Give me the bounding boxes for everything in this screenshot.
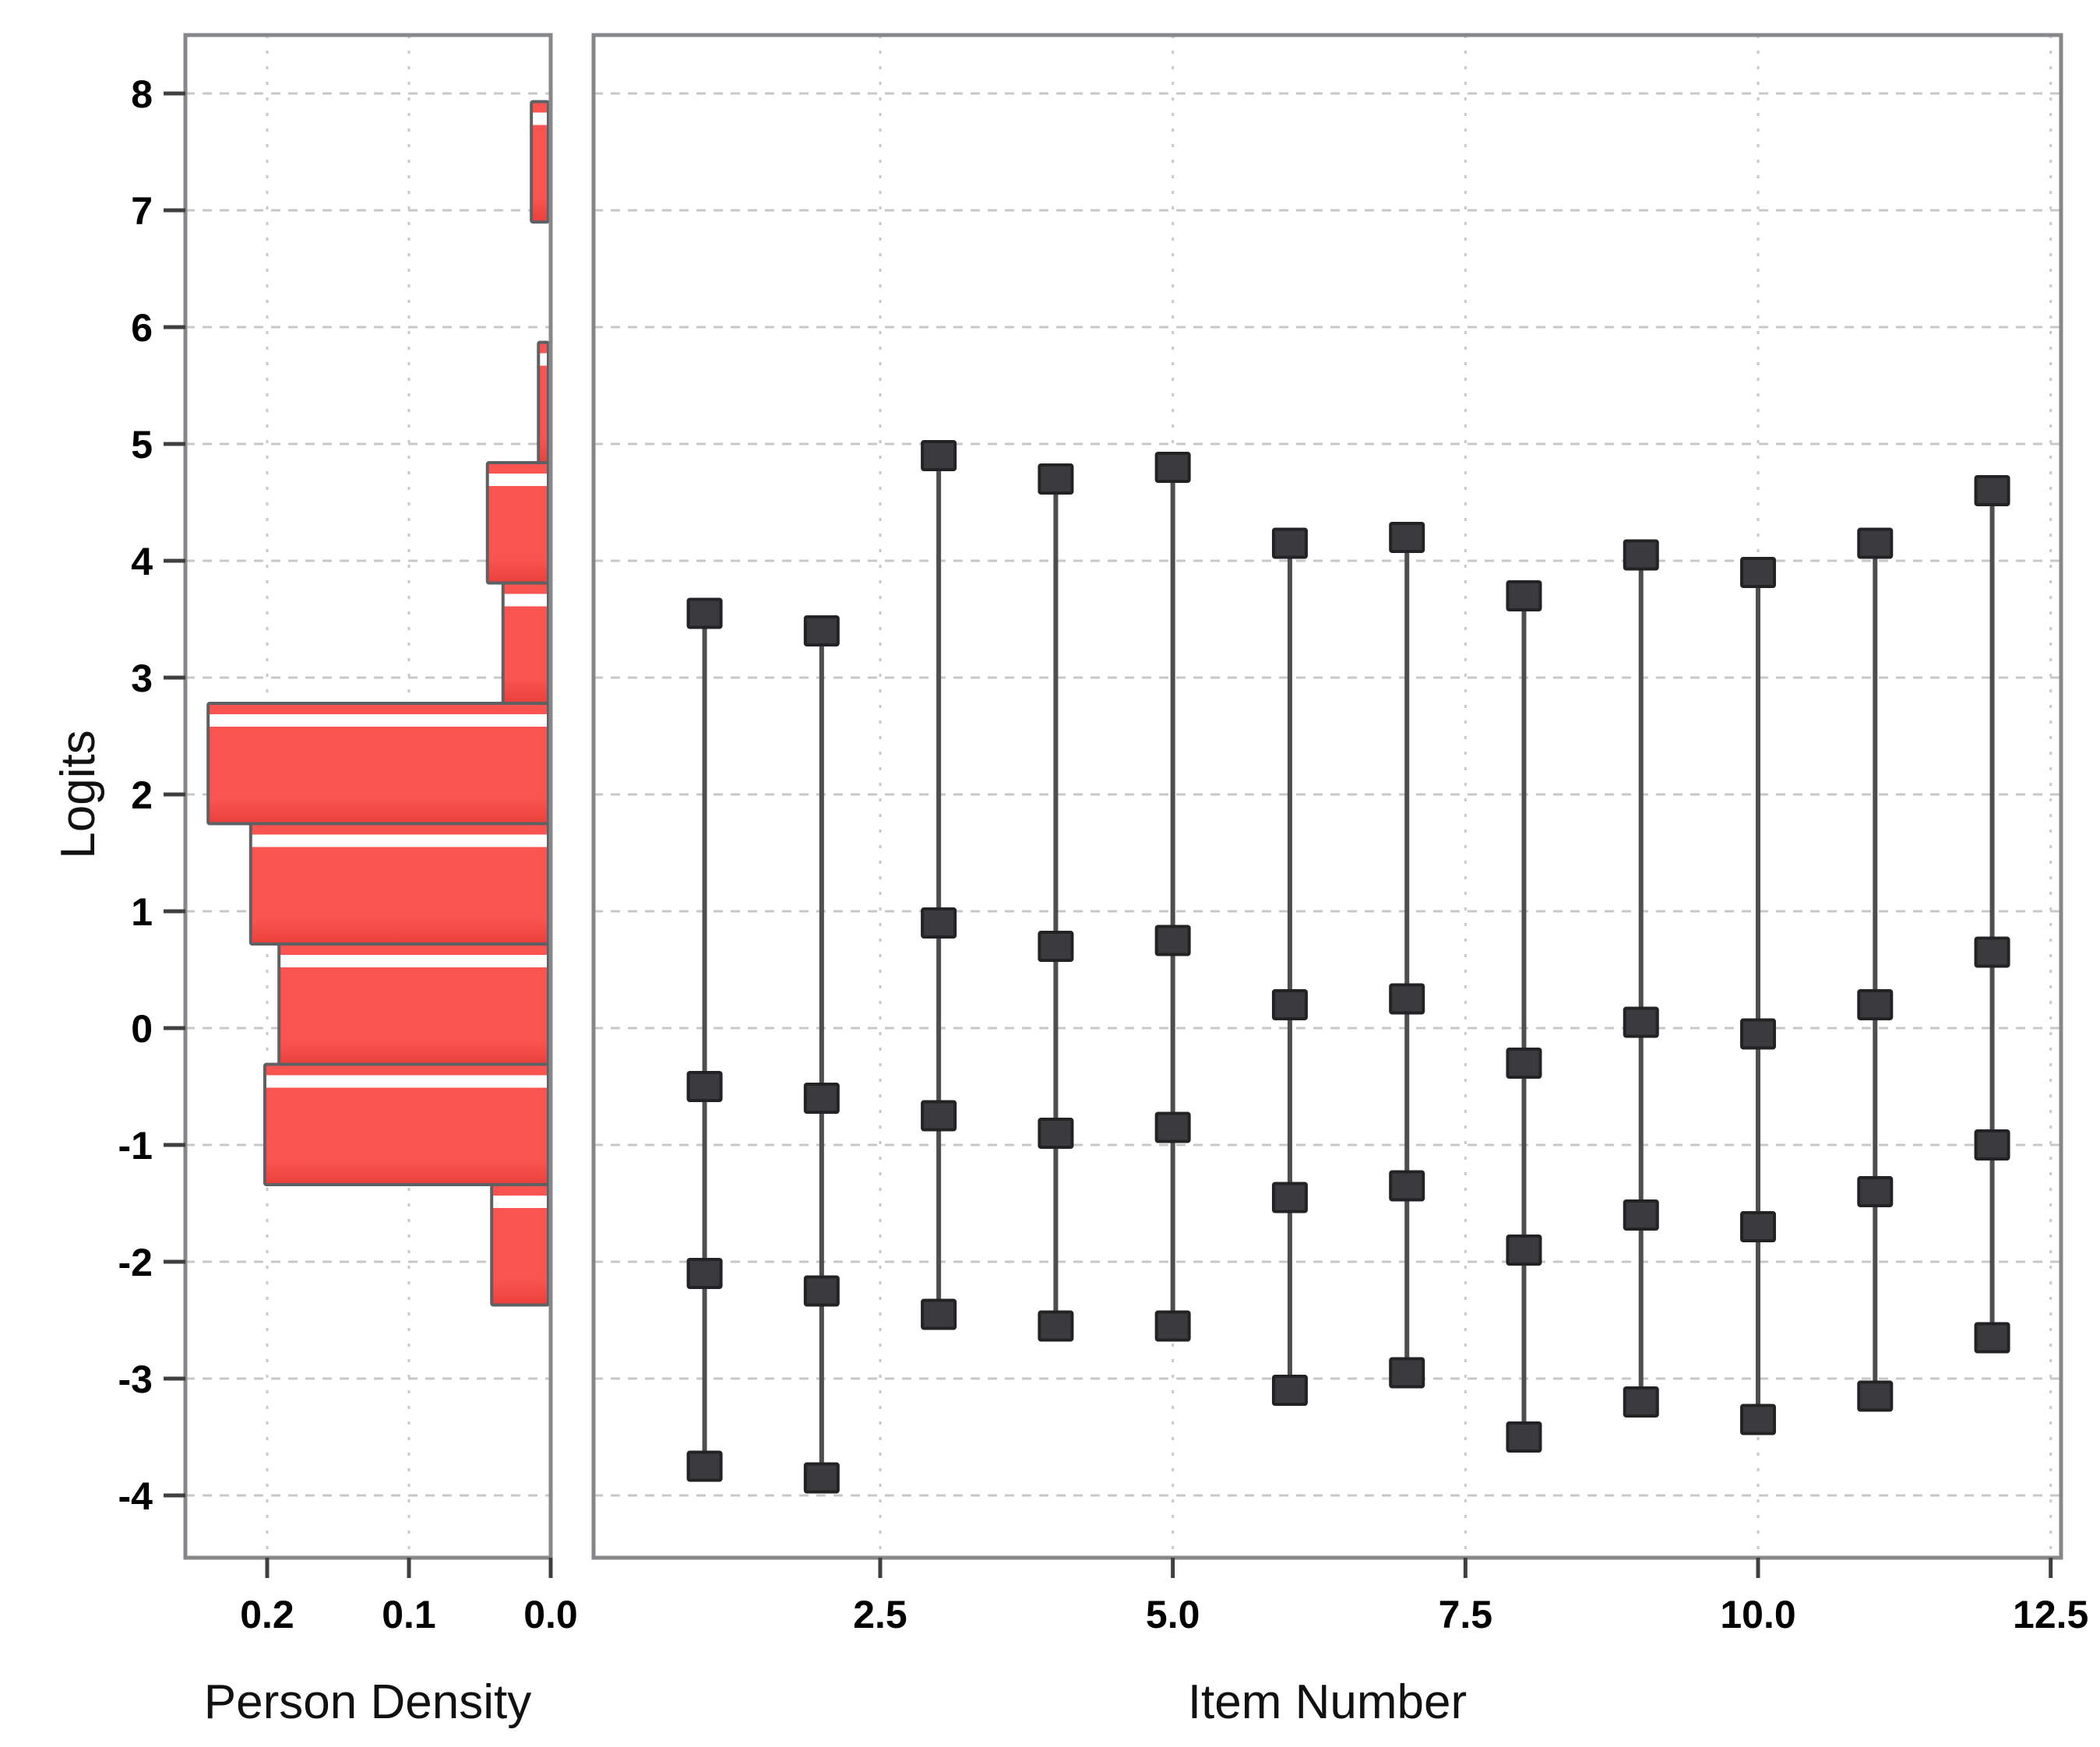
y-tick-label: -2 bbox=[118, 1241, 153, 1284]
item-2-threshold-marker-4 bbox=[803, 1462, 840, 1494]
item-7-threshold-marker-4 bbox=[1389, 1357, 1425, 1389]
y-tick-label: 7 bbox=[131, 189, 153, 233]
person-density-bar bbox=[530, 100, 550, 224]
item-3-threshold-marker-2 bbox=[921, 907, 957, 939]
item-9-threshold-marker-4 bbox=[1623, 1386, 1659, 1418]
y-tick-label: 2 bbox=[131, 773, 153, 817]
item-9-threshold-marker-3 bbox=[1623, 1199, 1659, 1231]
item-10-threshold-marker-4 bbox=[1740, 1404, 1777, 1435]
person-density-bar bbox=[485, 461, 550, 585]
item-4-threshold-marker-1 bbox=[1038, 463, 1074, 495]
item-12-threshold-marker-3 bbox=[1974, 1129, 2010, 1161]
item-1-threshold-marker-1 bbox=[686, 597, 723, 629]
y-tick-label: 4 bbox=[131, 540, 153, 583]
item-10-threshold-marker-3 bbox=[1740, 1211, 1777, 1242]
y-tick-label: 8 bbox=[131, 72, 153, 116]
item-12-threshold-marker-4 bbox=[1974, 1322, 2010, 1354]
person-density-bar bbox=[206, 702, 550, 826]
y-tick-label: 1 bbox=[131, 890, 153, 934]
item-5-threshold-marker-4 bbox=[1154, 1310, 1191, 1342]
item-8-threshold-marker-1 bbox=[1506, 580, 1542, 611]
item-10-threshold-marker-2 bbox=[1740, 1018, 1777, 1050]
item-x-tick-label: 12.5 bbox=[2013, 1593, 2088, 1636]
item-9-threshold-marker-1 bbox=[1623, 539, 1659, 571]
item-2-threshold-marker-2 bbox=[803, 1083, 840, 1114]
y-tick-label: -1 bbox=[118, 1124, 153, 1168]
item-4-threshold-marker-2 bbox=[1038, 931, 1074, 962]
item-7-threshold-marker-1 bbox=[1389, 522, 1425, 553]
y-tick-label: -3 bbox=[118, 1358, 153, 1401]
item-8-threshold-marker-4 bbox=[1506, 1421, 1542, 1453]
hist-x-axis-title: Person Density bbox=[203, 1675, 532, 1729]
item-11-threshold-marker-3 bbox=[1857, 1176, 1894, 1207]
item-6-threshold-marker-4 bbox=[1271, 1375, 1308, 1406]
y-tick-label: 5 bbox=[131, 423, 153, 467]
item-9-threshold-marker-2 bbox=[1623, 1006, 1659, 1038]
y-tick-label: 6 bbox=[131, 306, 153, 350]
item-6-threshold-marker-3 bbox=[1271, 1182, 1308, 1213]
item-6-threshold-marker-1 bbox=[1271, 527, 1308, 559]
item-11-threshold-marker-4 bbox=[1857, 1380, 1894, 1412]
item-3-threshold-marker-3 bbox=[921, 1100, 957, 1132]
item-6-threshold-marker-2 bbox=[1271, 989, 1308, 1020]
item-12-threshold-marker-2 bbox=[1974, 936, 2010, 968]
item-1-threshold-marker-4 bbox=[686, 1450, 723, 1482]
hist-x-tick-label: 0.2 bbox=[240, 1593, 294, 1636]
person-density-bar bbox=[537, 340, 551, 464]
item-x-tick-label: 2.5 bbox=[853, 1593, 907, 1636]
item-x-tick-label: 5.0 bbox=[1146, 1593, 1200, 1636]
item-8-threshold-marker-3 bbox=[1506, 1235, 1542, 1266]
item-3-threshold-marker-4 bbox=[921, 1298, 957, 1330]
item-2-threshold-marker-3 bbox=[803, 1275, 840, 1307]
item-3-threshold-marker-1 bbox=[921, 440, 957, 471]
item-10-threshold-marker-1 bbox=[1740, 557, 1777, 588]
item-5-threshold-marker-1 bbox=[1154, 452, 1191, 483]
item-x-axis-title: Item Number bbox=[1187, 1675, 1468, 1729]
person-density-bar bbox=[490, 1183, 551, 1307]
item-1-threshold-marker-3 bbox=[686, 1258, 723, 1289]
item-7-threshold-marker-2 bbox=[1389, 983, 1425, 1015]
y-tick-label: 3 bbox=[131, 657, 153, 700]
item-8-threshold-marker-2 bbox=[1506, 1048, 1542, 1079]
hist-x-tick-label: 0.1 bbox=[382, 1593, 436, 1636]
item-7-threshold-marker-3 bbox=[1389, 1170, 1425, 1202]
y-axis-title: Logits bbox=[51, 730, 106, 859]
item-2-threshold-marker-1 bbox=[803, 615, 840, 646]
y-tick-label: 0 bbox=[131, 1007, 153, 1051]
item-4-threshold-marker-3 bbox=[1038, 1118, 1074, 1149]
item-4-threshold-marker-4 bbox=[1038, 1310, 1074, 1342]
item-x-tick-label: 7.5 bbox=[1439, 1593, 1493, 1636]
person-density-bar bbox=[501, 581, 551, 705]
y-tick-label: -4 bbox=[118, 1474, 153, 1518]
item-panel-border bbox=[591, 33, 2063, 1560]
person-density-bar bbox=[277, 942, 550, 1066]
item-12-threshold-marker-1 bbox=[1974, 475, 2010, 506]
item-5-threshold-marker-2 bbox=[1154, 925, 1191, 956]
item-x-tick-label: 10.0 bbox=[1720, 1593, 1795, 1636]
hist-x-tick-label: 0.0 bbox=[523, 1593, 578, 1636]
item-11-threshold-marker-2 bbox=[1857, 989, 1894, 1020]
item-5-threshold-marker-3 bbox=[1154, 1111, 1191, 1143]
person-density-bar bbox=[263, 1062, 550, 1186]
item-1-threshold-marker-2 bbox=[686, 1071, 723, 1102]
item-11-threshold-marker-1 bbox=[1857, 527, 1894, 559]
person-density-bar bbox=[248, 822, 550, 946]
